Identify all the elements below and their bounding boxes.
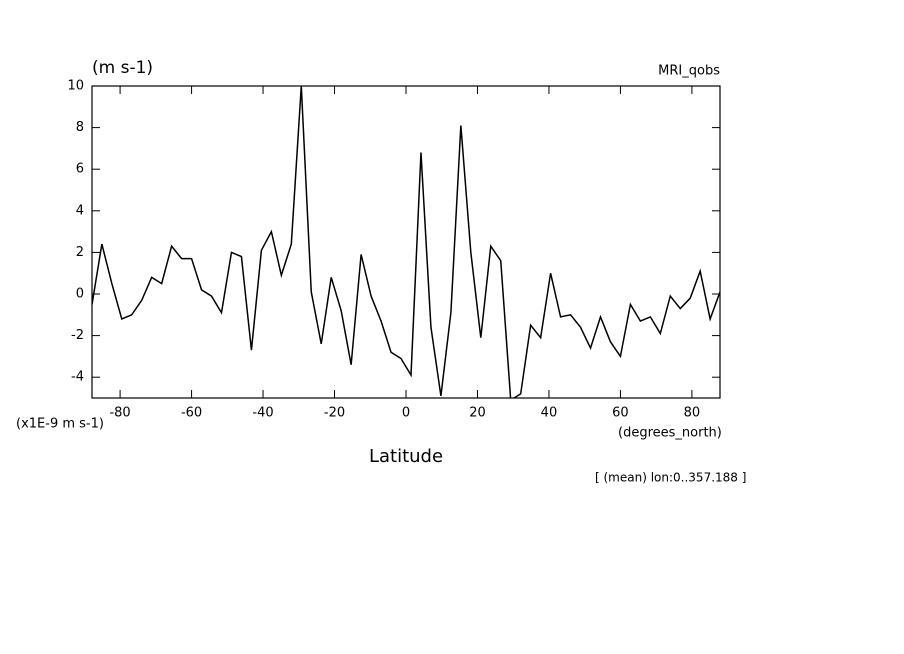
chart-title: MRI_qobs	[658, 64, 720, 79]
x-units-label: (degrees_north)	[618, 426, 722, 441]
y-tick-label: -4	[71, 370, 84, 385]
x-tick-label: 60	[612, 406, 629, 421]
x-axis-label: Latitude	[369, 446, 443, 467]
data-line	[92, 86, 720, 398]
y-tick-label: 6	[76, 162, 84, 177]
x-tick-label: 40	[541, 406, 558, 421]
note: [ (mean) lon:0..357.188 ]	[595, 471, 746, 485]
y-tick-label: -2	[71, 328, 84, 343]
x-tick-label: 0	[402, 406, 410, 421]
y-tick-label: 10	[67, 79, 84, 94]
x-tick-label: 20	[469, 406, 486, 421]
y-tick-label: 0	[76, 287, 84, 302]
x-tick-label: -40	[252, 406, 273, 421]
plot-frame	[91, 85, 721, 399]
units-label: (m s-1)	[92, 58, 153, 78]
x-tick-label: -20	[324, 406, 345, 421]
y-tick-label: 4	[76, 203, 84, 218]
x-tick-label: -80	[109, 406, 130, 421]
y-tick-label: 2	[76, 245, 84, 260]
y-tick-label: 8	[76, 120, 84, 135]
scale-label: (x1E-9 m s-1)	[16, 417, 104, 432]
x-tick-label: 80	[684, 406, 701, 421]
x-tick-label: -60	[181, 406, 202, 421]
